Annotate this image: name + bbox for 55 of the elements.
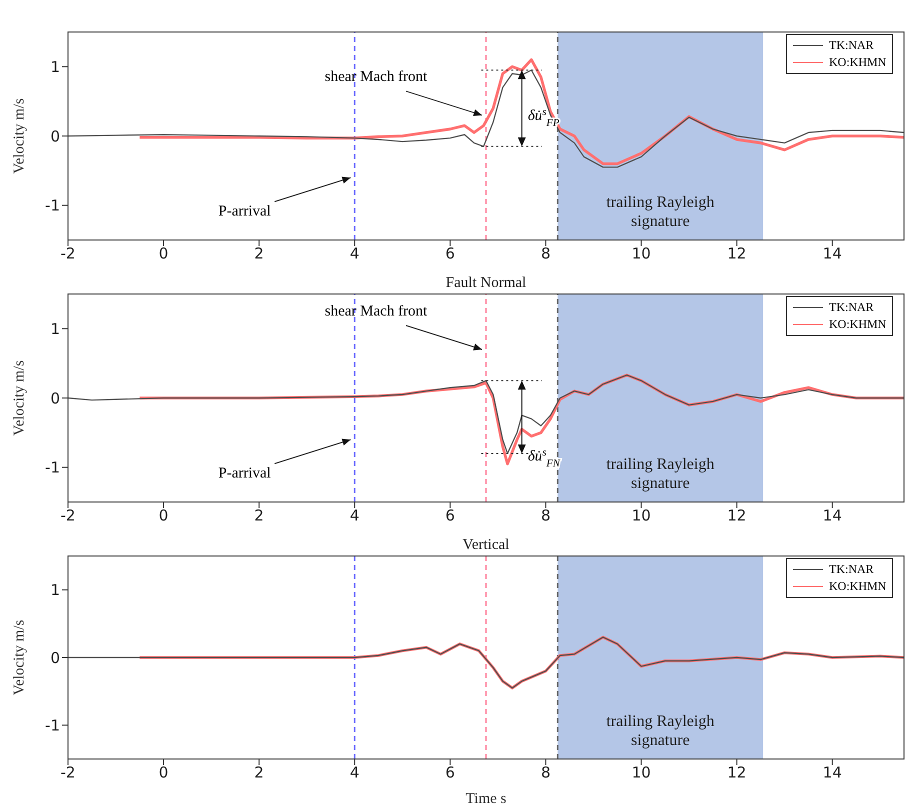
annotation: P-arrival xyxy=(218,466,271,482)
x-tick-label: 12 xyxy=(727,506,746,525)
x-tick-label: 10 xyxy=(632,764,651,782)
x-tick-label: 14 xyxy=(822,244,842,263)
band-label: trailing Rayleigh signature xyxy=(606,456,714,492)
annotation: shear Mach front xyxy=(324,69,428,86)
y-tick-label: 0 xyxy=(50,389,60,408)
y-tick-label: 1 xyxy=(50,320,60,338)
legend-label: KO:KHMN xyxy=(829,54,886,71)
annotation: P-arrival xyxy=(218,204,271,220)
y-tick-label: 0 xyxy=(50,648,60,667)
chart-title: Fault Normal xyxy=(446,275,526,291)
y-tick-label: 1 xyxy=(50,581,60,600)
y-tick-label: 1 xyxy=(50,58,60,76)
x-tick-label: 4 xyxy=(350,506,360,525)
x-tick-label: 10 xyxy=(632,244,651,263)
x-tick-label: 6 xyxy=(445,764,455,782)
y-tick-label: -1 xyxy=(45,196,60,215)
legend-label: KO:KHMN xyxy=(829,578,886,595)
x-tick-label: 2 xyxy=(254,244,264,263)
y-tick-label: 0 xyxy=(50,127,60,146)
x-tick-label: 10 xyxy=(632,506,651,525)
x-tick-label: 14 xyxy=(822,764,842,782)
y-axis-title: Velocity m/s xyxy=(11,98,28,174)
x-tick-label: 0 xyxy=(158,244,168,263)
x-axis-title: Time s xyxy=(466,791,507,807)
x-tick-label: 8 xyxy=(540,506,550,525)
legend-label: TK:NAR xyxy=(829,37,874,54)
x-tick-label: 12 xyxy=(727,244,746,263)
x-tick-label: 4 xyxy=(350,764,360,782)
chart-title: Vertical xyxy=(462,537,510,553)
x-tick-label: 2 xyxy=(254,506,264,525)
x-tick-label: -2 xyxy=(60,506,76,525)
y-tick-label: -1 xyxy=(45,716,60,734)
legend-label: TK:NAR xyxy=(829,299,874,316)
annotation: shear Mach front xyxy=(324,303,428,320)
x-tick-label: 0 xyxy=(158,764,168,782)
x-tick-label: -2 xyxy=(60,244,76,263)
legend-label: KO:KHMN xyxy=(829,316,886,333)
y-axis-title: Velocity m/s xyxy=(11,360,28,436)
x-tick-label: 2 xyxy=(254,764,264,782)
x-tick-label: 12 xyxy=(727,764,746,782)
y-tick-label: -1 xyxy=(45,458,60,477)
x-tick-label: -2 xyxy=(60,764,76,782)
x-tick-label: 0 xyxy=(158,506,168,525)
x-tick-label: 6 xyxy=(445,506,455,525)
x-tick-label: 4 xyxy=(350,244,360,263)
band-label: trailing Rayleigh signature xyxy=(606,194,714,230)
y-axis-title: Velocity m/s xyxy=(11,620,28,696)
x-tick-label: 8 xyxy=(540,244,550,263)
x-tick-label: 14 xyxy=(822,506,842,525)
legend-label: TK:NAR xyxy=(829,561,874,578)
x-tick-label: 6 xyxy=(445,244,455,263)
x-tick-label: 8 xyxy=(540,764,550,782)
band-label: trailing Rayleigh signature xyxy=(606,713,714,749)
